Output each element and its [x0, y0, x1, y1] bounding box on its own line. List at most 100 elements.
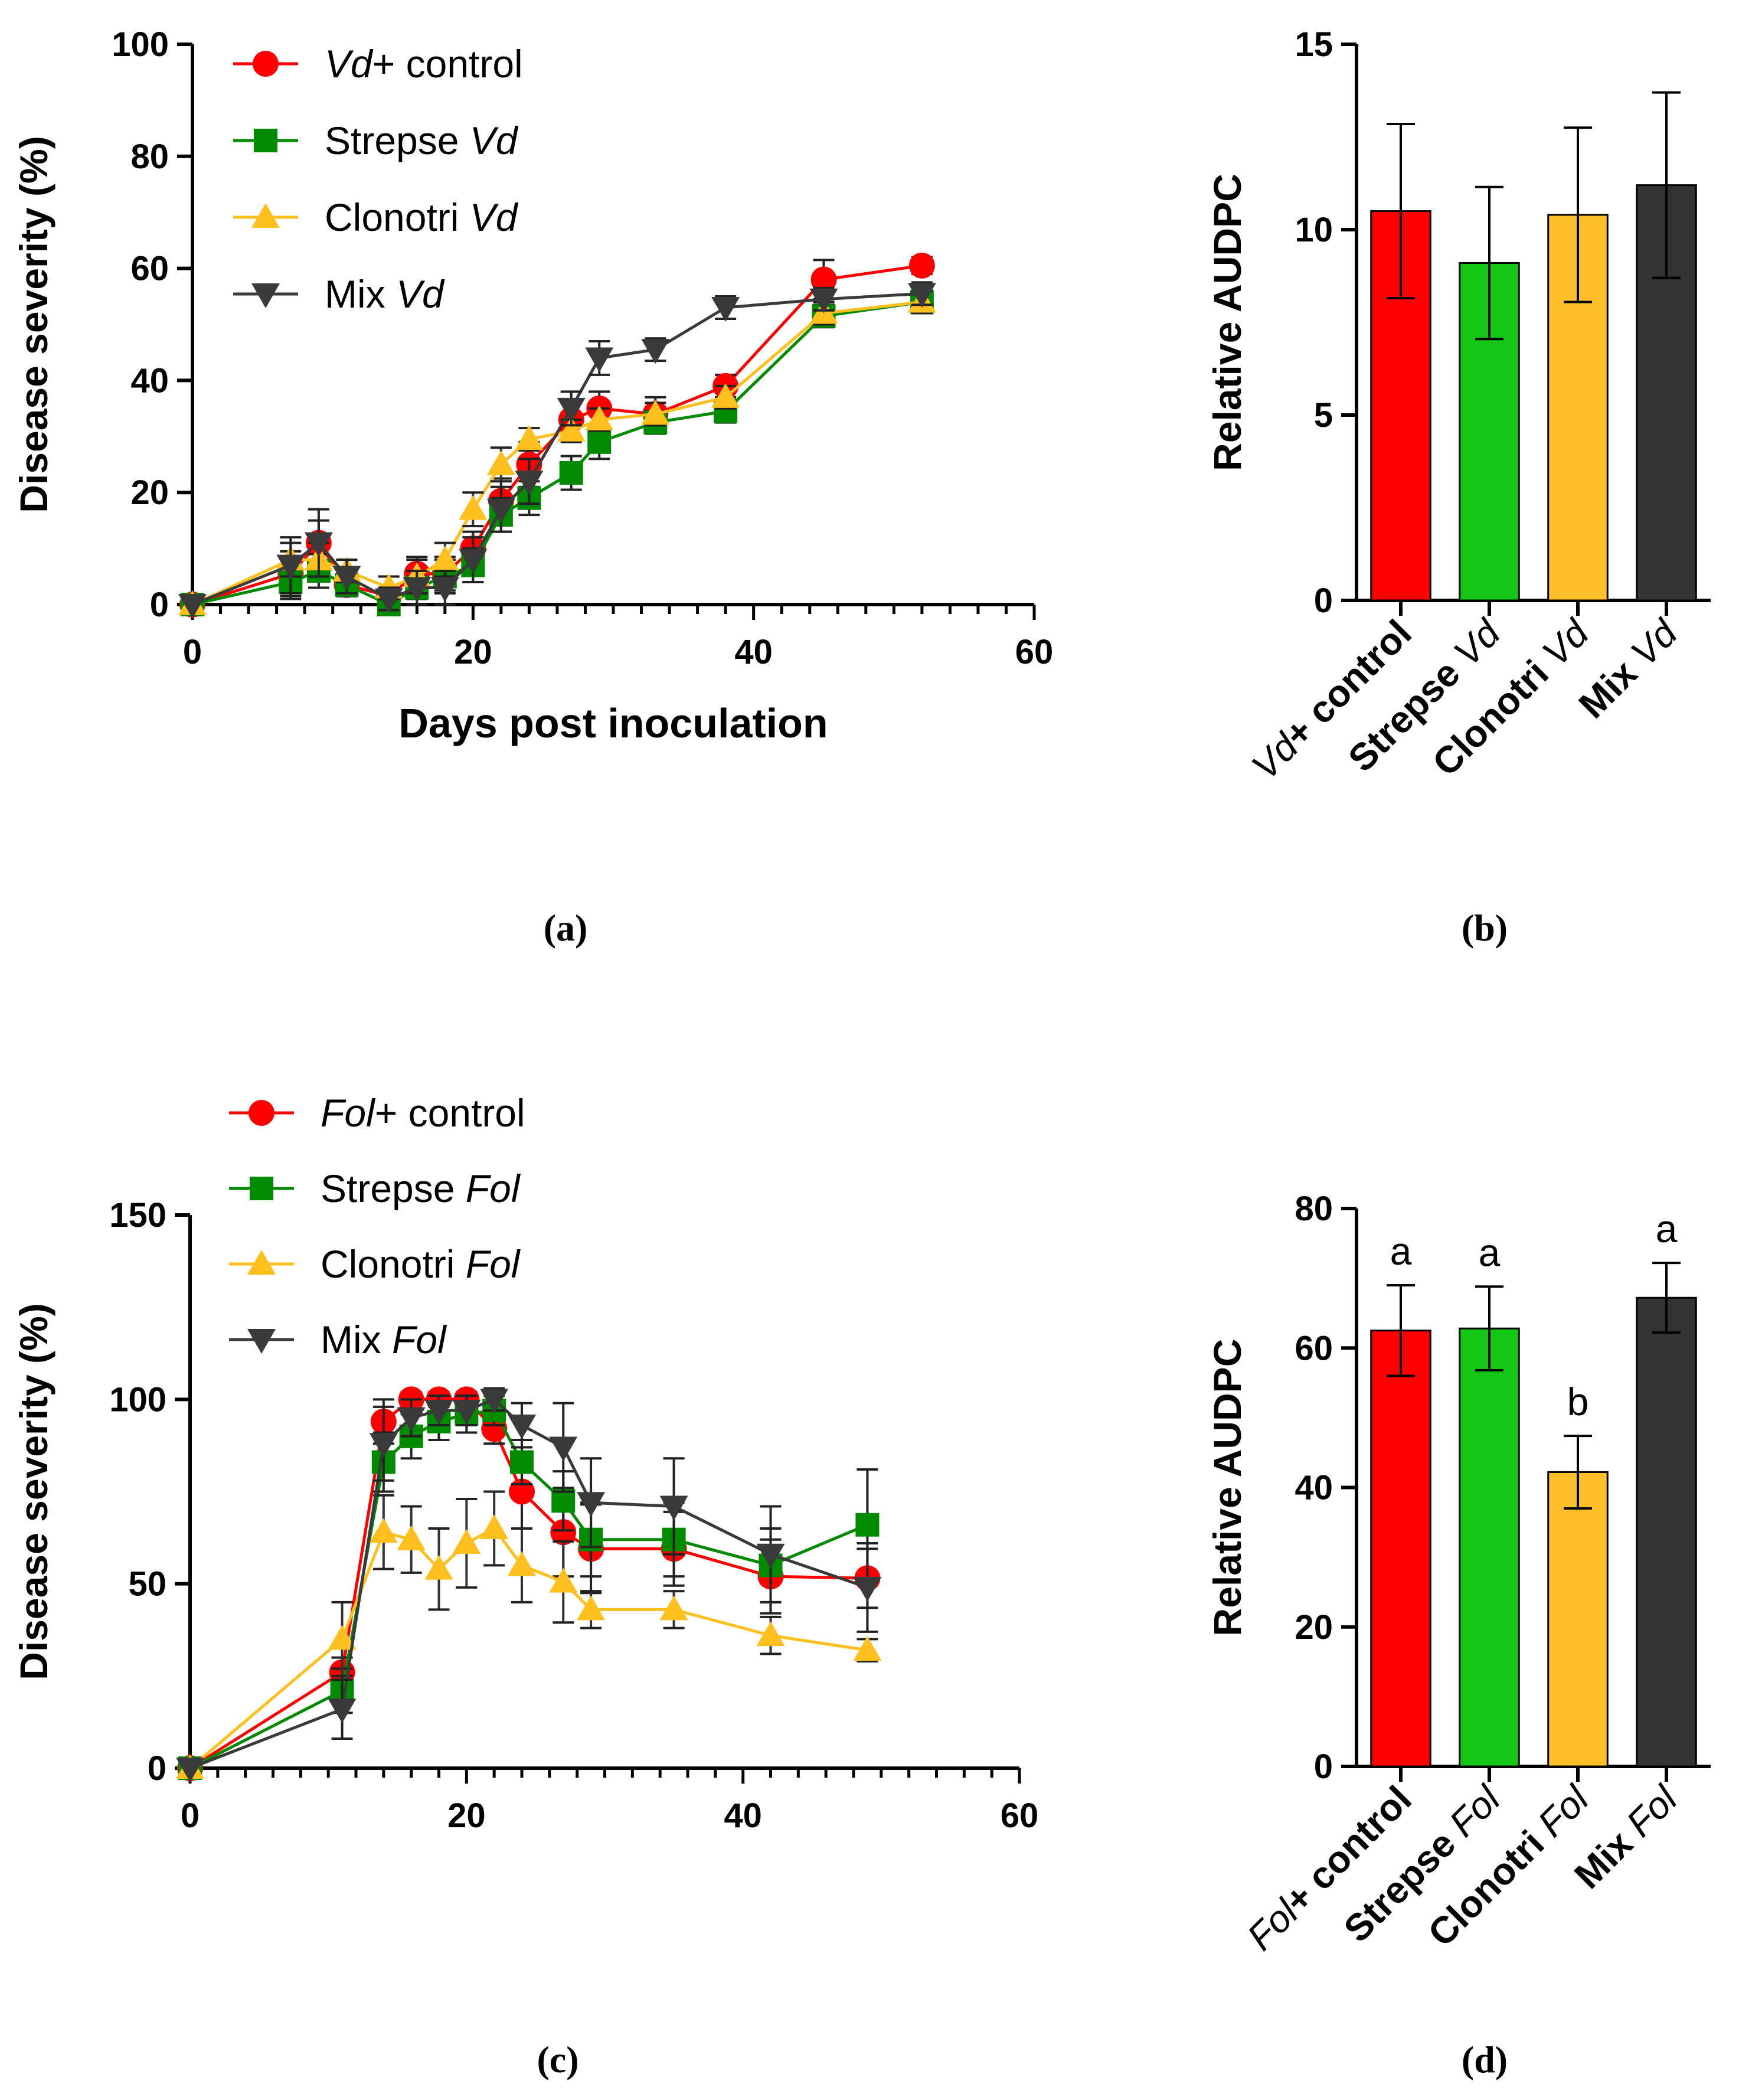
data-point: [304, 532, 333, 557]
data-point: [403, 577, 432, 602]
category-label: Mix Fol: [1566, 1777, 1686, 1897]
legend-marker: [247, 1250, 276, 1275]
legend-marker: [251, 283, 280, 308]
y-tick-label: 0: [1314, 582, 1333, 620]
data-point: [585, 405, 614, 430]
data-point: [424, 1400, 453, 1425]
legend-label: Vd+ control: [325, 42, 523, 86]
legend-item-3: Mix Fol: [229, 1318, 447, 1361]
data-point: [756, 1543, 785, 1569]
data-point: [178, 594, 207, 619]
data-point: [452, 1529, 481, 1554]
y-tick-label: 40: [130, 361, 169, 400]
data-point: [585, 347, 614, 373]
y-tick-label: 20: [130, 473, 169, 512]
x-tick-label: 20: [447, 1797, 486, 1835]
data-point: [480, 1389, 509, 1414]
legend-item-1: Strepse Fol: [229, 1167, 521, 1210]
data-point: [810, 266, 837, 293]
y-axis-label: Disease severity (%): [12, 1303, 55, 1680]
bar-0: [1370, 1330, 1431, 1768]
legend-marker: [250, 1177, 273, 1200]
panel-c-line-chart: 0 20 40 60 0 50 100 150 Disease severity (%) Fol+…: [12, 1091, 1038, 1835]
x-axis-label: Days post inoculation: [398, 700, 828, 746]
y-axis-label: Relative AUDPC: [1205, 174, 1249, 471]
data-point: [809, 288, 838, 313]
data-point: [659, 1595, 688, 1621]
bar-1: [1459, 1327, 1520, 1768]
legend-item-3: Mix Vd: [233, 272, 445, 316]
data-point: [853, 1576, 882, 1602]
bar-2: [1547, 1471, 1609, 1768]
legend-item-2: Clonotri Vd: [233, 195, 519, 239]
data-point: [430, 577, 459, 602]
data-point: [486, 498, 515, 524]
data-point: [480, 1514, 509, 1539]
x-tick-label: 40: [734, 633, 773, 671]
bar-3: [1636, 1296, 1697, 1768]
x-tick-label: 60: [1015, 633, 1054, 671]
legend-marker: [247, 1329, 276, 1354]
data-point: [486, 450, 515, 475]
y-tick-label: 0: [150, 586, 169, 624]
significance-letter: a: [1479, 1230, 1501, 1274]
panel-label-b: (b): [1462, 907, 1508, 949]
panel-label-a: (a): [544, 907, 588, 949]
data-point: [515, 425, 544, 450]
series-3: [176, 1387, 882, 1782]
panel-a-line-chart: 0 20 40 60 0 20 40 60 80 100 Disease severity (%) D…: [12, 25, 1053, 746]
data-point: [756, 1621, 785, 1647]
y-tick-label: 5: [1314, 396, 1333, 435]
x-tick-label: 60: [1001, 1797, 1039, 1835]
y-tick-label: 100: [112, 25, 169, 64]
series-line: [192, 301, 923, 606]
y-tick-label: 150: [109, 1196, 166, 1234]
legend-label: Fol+ control: [321, 1091, 525, 1135]
data-point: [551, 1489, 576, 1513]
y-tick-label: 40: [1295, 1469, 1333, 1507]
y-tick-label: 80: [130, 138, 169, 176]
legend-item-2: Clonotri Fol: [229, 1242, 521, 1286]
data-point: [641, 339, 670, 364]
data-point: [430, 546, 459, 571]
legend-label: Clonotri Vd: [325, 195, 519, 239]
data-point: [374, 588, 403, 613]
y-tick-label: 20: [1295, 1608, 1333, 1647]
significance-letter: a: [1656, 1207, 1678, 1250]
legend-label: Strepse Fol: [321, 1167, 521, 1210]
data-point: [557, 397, 586, 423]
y-tick-label: 10: [1295, 211, 1333, 249]
significance-letter: b: [1567, 1380, 1589, 1423]
data-point: [853, 1636, 882, 1661]
x-tick-label: 0: [183, 633, 202, 671]
data-point: [711, 383, 740, 408]
significance-letter: a: [1390, 1229, 1412, 1273]
data-point: [549, 1436, 578, 1462]
data-point: [515, 471, 544, 496]
data-point: [510, 1450, 534, 1474]
data-point: [397, 1407, 426, 1432]
x-tick-label: 20: [454, 633, 492, 671]
data-point: [424, 1554, 453, 1580]
legend-item-0: Vd+ control: [233, 42, 523, 86]
data-point: [176, 1758, 204, 1782]
y-axis-label: Disease severity (%): [12, 136, 55, 512]
panel-label-d: (d): [1462, 2039, 1508, 2081]
legend-item-1: Strepse Vd: [233, 119, 519, 162]
y-tick-label: 0: [1314, 1748, 1333, 1786]
legend-label: Mix Vd: [325, 272, 445, 316]
y-tick-label: 100: [109, 1380, 166, 1419]
data-point: [577, 1595, 606, 1621]
data-point: [328, 1625, 357, 1650]
data-point: [459, 495, 488, 520]
data-point: [549, 1567, 578, 1593]
data-point: [369, 1518, 398, 1543]
legend-label: Strepse Vd: [325, 119, 519, 162]
data-point: [907, 283, 936, 308]
data-point: [459, 549, 488, 574]
data-point: [332, 566, 361, 591]
series-line: [191, 301, 923, 606]
